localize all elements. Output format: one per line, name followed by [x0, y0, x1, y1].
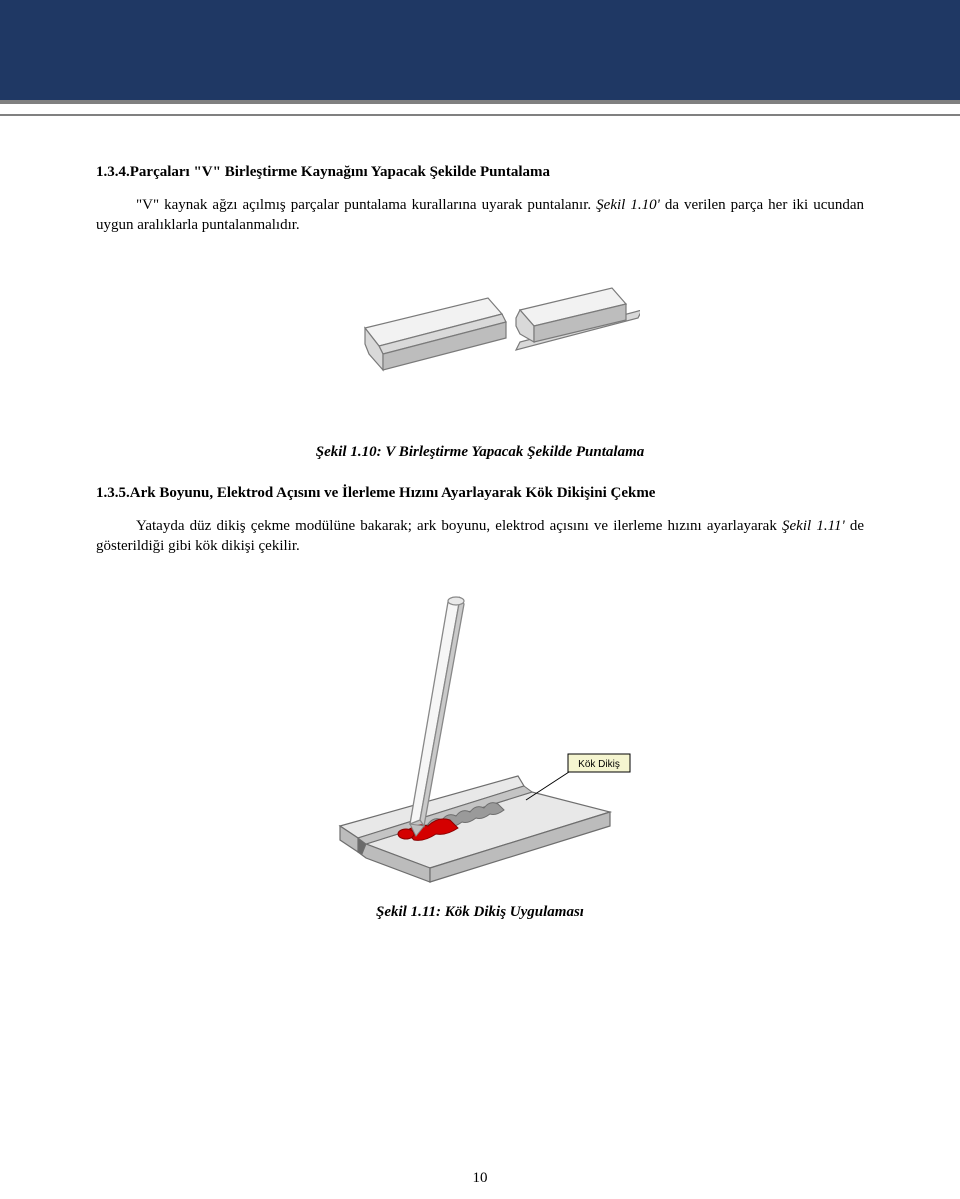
figure-2-caption-label: Şekil 1.11: — [376, 904, 441, 920]
figure-2-weld: Kök Dikiş — [310, 586, 650, 886]
section-2-p1-italic: Şekil 1.11' — [782, 518, 845, 534]
section-1-heading: 1.3.4.Parçaları "V" Birleştirme Kaynağın… — [96, 164, 864, 181]
figure-1-caption: Şekil 1.10: V Birleştirme Yapacak Şekild… — [96, 444, 864, 461]
header-band — [0, 0, 960, 104]
figure-1-plates — [320, 266, 640, 426]
page-number: 10 — [0, 1170, 960, 1187]
figure-2-caption: Şekil 1.11: Kök Dikiş Uygulaması — [96, 904, 864, 921]
figure-1-wrap — [96, 266, 864, 426]
section-2-paragraph: Yatayda düz dikiş çekme modülüne bakarak… — [96, 516, 864, 557]
section-1-p1a: "V" kaynak ağzı açılmış parçalar puntala… — [136, 197, 596, 213]
page-content: 1.3.4.Parçaları "V" Birleştirme Kaynağın… — [0, 116, 960, 921]
section-1-p1-italic: Şekil 1.10' — [596, 197, 660, 213]
section-2-heading: 1.3.5.Ark Boyunu, Elektrod Açısını ve İl… — [96, 485, 864, 502]
section-1-paragraph: "V" kaynak ağzı açılmış parçalar puntala… — [96, 195, 864, 236]
section-2-p1a: Yatayda düz dikiş çekme modülüne bakarak… — [136, 518, 782, 534]
figure-2-wrap: Kök Dikiş — [96, 586, 864, 886]
label-kok-dikis-text: Kök Dikiş — [578, 759, 620, 770]
label-kok-dikis: Kök Dikiş — [526, 754, 630, 800]
figure-1-caption-text: V Birleştirme Yapacak Şekilde Puntalama — [382, 444, 645, 460]
figure-2-caption-text: Kök Dikiş Uygulaması — [441, 904, 584, 920]
figure-1-caption-label: Şekil 1.10: — [316, 444, 382, 460]
